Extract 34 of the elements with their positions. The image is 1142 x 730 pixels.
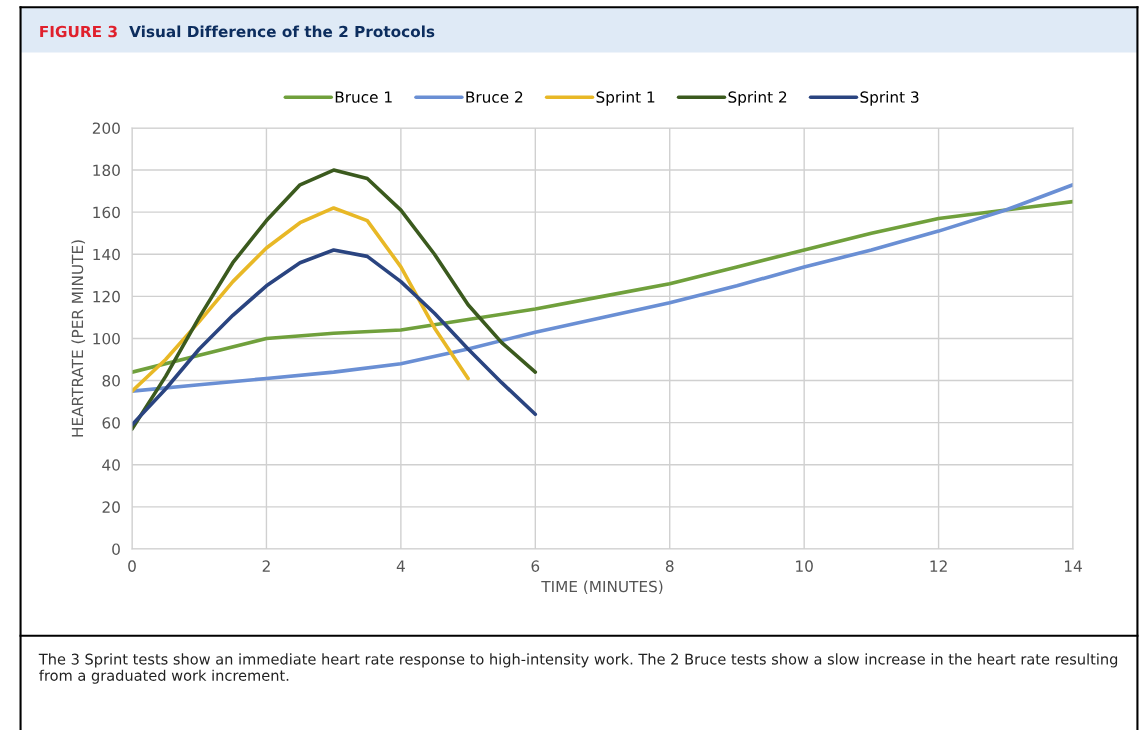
y-tick-label: 160: [93, 206, 120, 219]
y-axis-title: HEARTRATE (PER MINUTE): [71, 240, 86, 437]
legend-label: Sprint 3: [860, 91, 919, 106]
y-tick-label: 0: [112, 543, 120, 555]
y-tick-label: 180: [93, 164, 120, 177]
chart-subtitle: Visual Difference of the 2 Protocols: [129, 25, 435, 38]
x-tick-label: 14: [1064, 560, 1082, 572]
x-tick-label: 8: [665, 560, 674, 572]
line-series: [132, 199, 1074, 374]
chart-title: FIGURE 3: [40, 25, 117, 38]
x-tick-label: 12: [930, 560, 947, 572]
x-tick-label: 0: [128, 560, 136, 572]
text: The 3 Sprint tests show an immediate heart rate response to high-intensity work. The 2 Bruce tests show a slow increase in the heart rate resulting from a graduated work increment.: [38, 653, 1118, 684]
legend-label: Bruce 2: [466, 91, 523, 103]
y-tick-label: 140: [93, 248, 120, 261]
line-series: [132, 206, 470, 393]
y-tick-label: 40: [102, 459, 120, 471]
y-tick-label: 20: [102, 501, 120, 513]
line-series: [132, 248, 538, 427]
line-series: [132, 182, 1074, 393]
y-tick-label: 60: [102, 417, 120, 429]
x-axis-title: TIME (MINUTES): [541, 580, 663, 595]
y-tick-label: 120: [93, 290, 120, 303]
x-tick-label: 6: [531, 560, 540, 572]
y-tick-label: 200: [92, 122, 120, 134]
legend-label: Bruce 1: [335, 91, 392, 103]
x-tick-label: 10: [796, 560, 813, 572]
legend-label: Sprint 2: [728, 91, 787, 106]
x-tick-label: 4: [396, 560, 405, 572]
line-series: [132, 168, 538, 431]
y-tick-label: 80: [102, 375, 120, 387]
legend-label: Sprint 1: [596, 91, 655, 106]
x-tick-label: 2: [262, 560, 270, 572]
y-tick-label: 100: [93, 332, 120, 345]
